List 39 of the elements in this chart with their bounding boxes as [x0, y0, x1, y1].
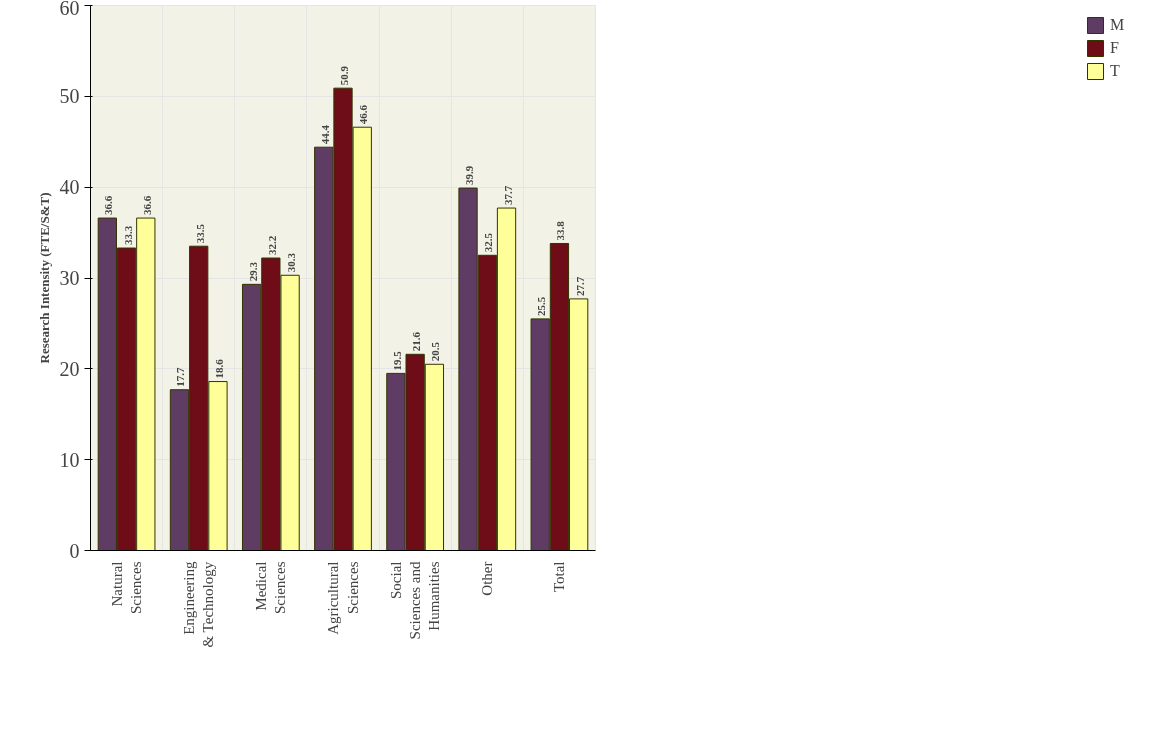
- data-label: 32.5: [482, 232, 495, 253]
- y-tick-label: 40: [59, 176, 80, 199]
- data-label: 33.8: [554, 220, 567, 241]
- data-label: 30.3: [285, 252, 298, 273]
- data-label: 17.7: [174, 366, 187, 387]
- data-label: 36.6: [140, 195, 153, 216]
- x-tick-label: Total: [551, 561, 568, 593]
- data-label: 18.6: [212, 358, 225, 379]
- legend-label: T: [1110, 62, 1121, 80]
- data-label: 29.3: [246, 261, 259, 282]
- x-tick-label: Agricultural Sciences: [325, 561, 361, 635]
- y-axis-title: Research Intensity (FTE/S&T): [36, 192, 52, 364]
- data-label: 44.4: [318, 124, 331, 145]
- y-tick-label: 30: [59, 267, 80, 289]
- data-label: 25.5: [535, 296, 548, 316]
- legend-label: M: [1110, 16, 1126, 34]
- data-label: 36.6: [102, 195, 115, 216]
- data-label: 19.5: [390, 350, 403, 371]
- data-label: 37.7: [501, 185, 514, 206]
- data-label: 20.5: [429, 341, 442, 362]
- x-tick-label: Medical Sciences: [253, 561, 289, 614]
- y-tick-label: 20: [59, 357, 80, 380]
- data-label: 32.2: [265, 235, 278, 256]
- data-label: 21.6: [410, 331, 423, 352]
- y-tick-label: 10: [59, 448, 80, 471]
- x-tick-label: Natural Sciences: [108, 561, 145, 614]
- x-tick-label: Social Sciences and Humanities: [387, 561, 443, 640]
- data-label: 39.9: [463, 165, 476, 186]
- y-tick-label: 0: [69, 539, 80, 562]
- data-label: 46.6: [357, 104, 370, 125]
- x-tick-label: Engineering & Technology: [181, 561, 217, 648]
- y-tick-label: 50: [59, 85, 80, 108]
- data-label: 33.5: [193, 223, 206, 244]
- legend-label: F: [1110, 39, 1120, 57]
- data-label: 33.3: [121, 225, 134, 246]
- y-tick-label: 60: [59, 0, 80, 19]
- data-label: 50.9: [338, 65, 350, 86]
- data-label: 27.7: [573, 276, 586, 296]
- x-tick-label: Other: [479, 561, 496, 596]
